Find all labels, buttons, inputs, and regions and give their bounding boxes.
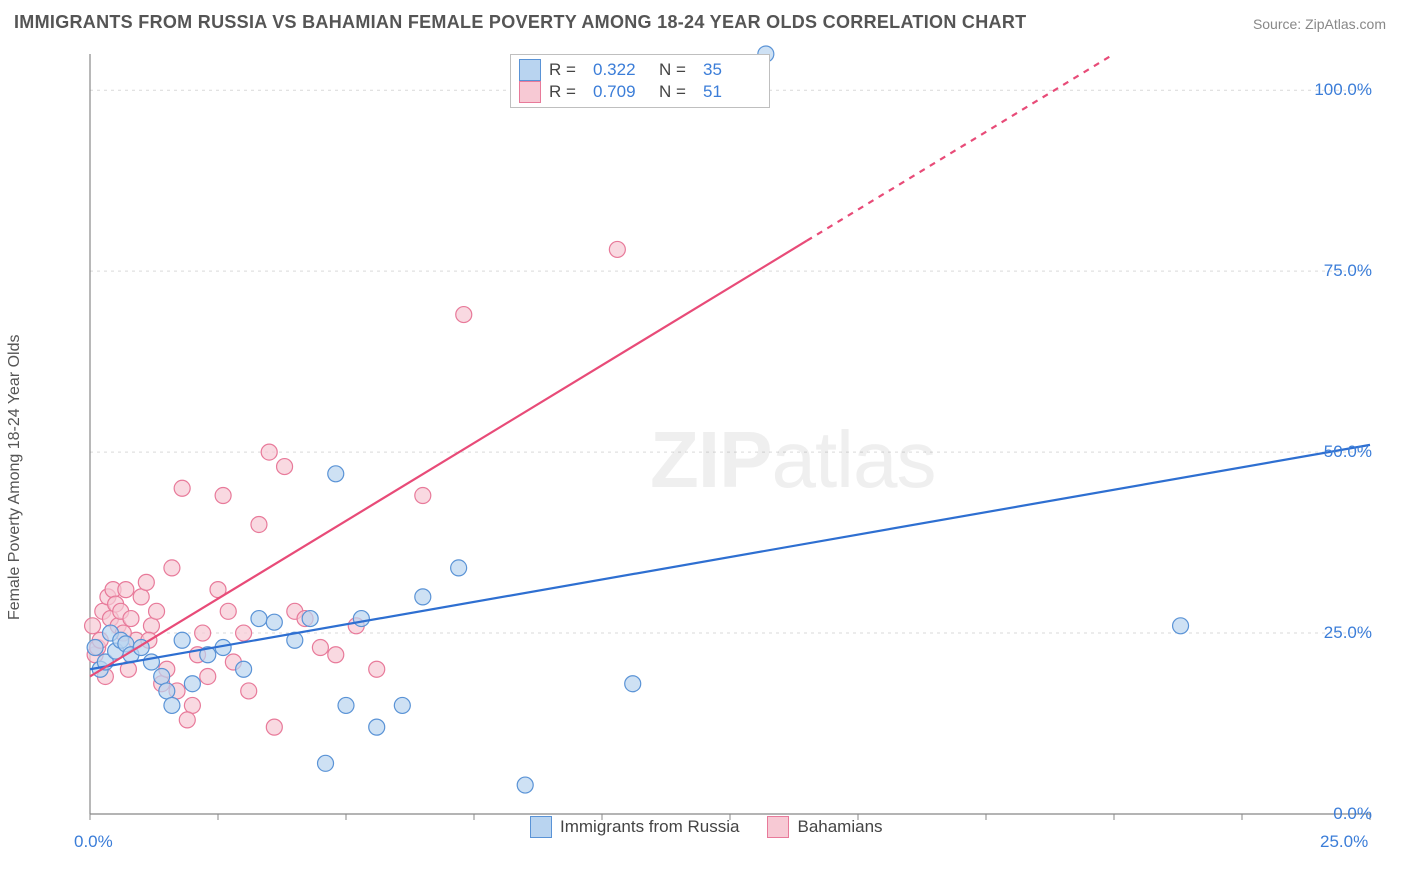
x-tick-label: 0.0% <box>74 832 113 852</box>
legend-series: Immigrants from Russia Bahamians <box>530 816 883 838</box>
legend-n-label: N = <box>659 82 695 102</box>
scatter-plot <box>50 44 1380 834</box>
y-tick-label: 75.0% <box>1324 261 1372 281</box>
chart-title: IMMIGRANTS FROM RUSSIA VS BAHAMIAN FEMAL… <box>14 12 1026 33</box>
legend-r-value: 0.709 <box>593 82 651 102</box>
legend-series-item: Immigrants from Russia <box>530 816 739 838</box>
legend-series-label: Immigrants from Russia <box>560 817 739 837</box>
legend-n-label: N = <box>659 60 695 80</box>
y-axis-label: Female Poverty Among 18-24 Year Olds <box>6 335 24 621</box>
legend-series-item: Bahamians <box>767 816 882 838</box>
y-tick-label: 50.0% <box>1324 442 1372 462</box>
legend-stats: R = 0.322 N = 35 R = 0.709 N = 51 <box>510 54 770 108</box>
y-tick-label: 25.0% <box>1324 623 1372 643</box>
source-credit: Source: ZipAtlas.com <box>1253 16 1386 32</box>
legend-n-value: 35 <box>703 60 761 80</box>
source-link[interactable]: ZipAtlas.com <box>1305 16 1386 32</box>
legend-r-label: R = <box>549 82 585 102</box>
chart-area: ZIPatlas 100.0% 75.0% 50.0% 25.0% 0.0% 0… <box>50 44 1380 834</box>
y-tick-label: 100.0% <box>1314 80 1372 100</box>
legend-swatch <box>767 816 789 838</box>
x-tick-label: 25.0% <box>1320 832 1368 852</box>
legend-n-value: 51 <box>703 82 761 102</box>
y-tick-label: 0.0% <box>1333 804 1372 824</box>
legend-series-label: Bahamians <box>797 817 882 837</box>
legend-swatch <box>530 816 552 838</box>
legend-r-label: R = <box>549 60 585 80</box>
source-prefix: Source: <box>1253 16 1305 32</box>
legend-swatch <box>519 81 541 103</box>
legend-r-value: 0.322 <box>593 60 651 80</box>
legend-stat-row: R = 0.322 N = 35 <box>519 59 761 81</box>
legend-stat-row: R = 0.709 N = 51 <box>519 81 761 103</box>
legend-swatch <box>519 59 541 81</box>
